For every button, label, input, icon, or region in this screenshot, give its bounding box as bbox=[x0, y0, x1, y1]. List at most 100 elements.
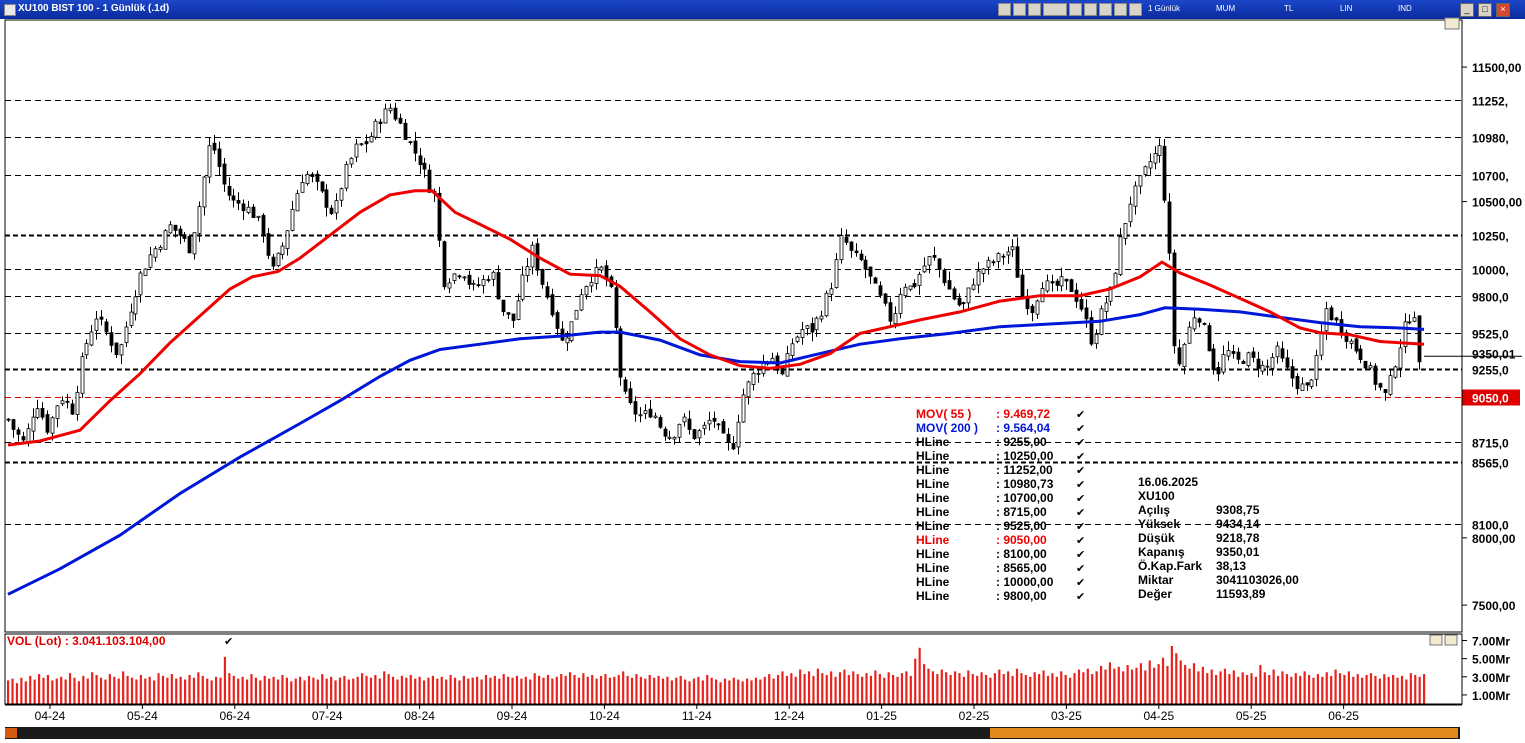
volume-bar bbox=[1042, 670, 1045, 704]
candle-body bbox=[202, 176, 207, 208]
volume-bar bbox=[1338, 673, 1342, 704]
candle-body bbox=[1162, 145, 1167, 201]
candle-body bbox=[148, 254, 153, 268]
volume-bar bbox=[1405, 679, 1408, 704]
volume-bar bbox=[604, 674, 607, 704]
volume-bar bbox=[1197, 671, 1200, 704]
candle-body bbox=[231, 195, 236, 201]
candle-body bbox=[1260, 364, 1265, 372]
volume-bar bbox=[108, 674, 111, 704]
app-icon bbox=[4, 4, 16, 16]
volume-bar bbox=[1223, 668, 1227, 704]
scale-selector[interactable]: LIN bbox=[1340, 4, 1353, 13]
currency-selector[interactable]: TL bbox=[1284, 4, 1294, 13]
candle-body bbox=[697, 430, 702, 439]
scrollbar-thumb[interactable] bbox=[990, 728, 1458, 738]
tool-icon[interactable] bbox=[1013, 3, 1026, 16]
candle-body bbox=[11, 419, 16, 430]
candle-body bbox=[1314, 355, 1319, 380]
volume-bar bbox=[245, 679, 249, 704]
volume-bar bbox=[33, 679, 36, 704]
legend-label: HLine bbox=[916, 575, 950, 589]
candle-body bbox=[452, 273, 457, 281]
legend-label: HLine bbox=[916, 533, 950, 547]
volume-bar bbox=[613, 676, 616, 704]
tool-icon[interactable] bbox=[1069, 3, 1082, 16]
pane-close-icon[interactable] bbox=[1444, 634, 1458, 646]
tool-icon[interactable] bbox=[1129, 3, 1142, 16]
volume-bar bbox=[1241, 672, 1244, 704]
volume-bar bbox=[99, 677, 103, 704]
volume-bar bbox=[940, 669, 943, 704]
volume-bar bbox=[418, 676, 421, 704]
volume-bar bbox=[710, 677, 713, 704]
candle-body bbox=[506, 312, 511, 315]
vol-y-tick-label: 5.00Mr bbox=[1472, 653, 1510, 667]
chart-type-selector[interactable]: MUM bbox=[1216, 4, 1236, 13]
hline-label: 10980, bbox=[1472, 132, 1509, 146]
candle-body bbox=[373, 120, 378, 138]
volume-bar bbox=[1060, 671, 1063, 704]
volume-bar bbox=[219, 677, 222, 704]
candle-body bbox=[1388, 375, 1393, 395]
volume-bar bbox=[276, 679, 280, 704]
tool-icon[interactable] bbox=[1114, 3, 1127, 16]
candle-body bbox=[971, 284, 976, 290]
volume-bar bbox=[1139, 663, 1142, 704]
scroll-left-button[interactable] bbox=[5, 728, 17, 738]
volume-bar bbox=[998, 669, 1001, 704]
volume-bar bbox=[1082, 672, 1085, 704]
tool-icon[interactable] bbox=[1028, 3, 1041, 16]
legend-label: HLine bbox=[916, 435, 950, 449]
candle-body bbox=[305, 173, 310, 185]
candle-body bbox=[1050, 281, 1055, 284]
volume-bar bbox=[586, 676, 589, 704]
vol-y-tick-label: 7.00Mr bbox=[1472, 635, 1510, 649]
candle-body bbox=[672, 436, 677, 440]
pane-settings-icon[interactable] bbox=[1429, 634, 1443, 646]
candle-body bbox=[520, 274, 525, 300]
volume-bar bbox=[15, 683, 19, 704]
candle-body bbox=[1118, 236, 1123, 275]
pane-lock-icon[interactable] bbox=[1444, 17, 1460, 30]
volume-bar bbox=[1281, 671, 1284, 704]
hline-label: 11252, bbox=[1472, 95, 1508, 109]
volume-bar bbox=[161, 675, 165, 704]
candle-body bbox=[222, 163, 227, 185]
volume-bar bbox=[599, 675, 603, 704]
legend-check-icon: ✔ bbox=[1076, 521, 1085, 533]
volume-bar bbox=[1378, 678, 1381, 704]
volume-bar bbox=[1108, 662, 1112, 704]
mode-selector[interactable]: IND bbox=[1398, 4, 1412, 13]
volume-bar bbox=[250, 674, 253, 704]
tool-icon[interactable] bbox=[998, 3, 1011, 16]
volume-bar bbox=[670, 680, 673, 704]
candle-body bbox=[702, 424, 707, 430]
volume-bar bbox=[1356, 674, 1359, 704]
tool-icon[interactable] bbox=[1099, 3, 1112, 16]
candle-body bbox=[344, 163, 349, 189]
volume-bar bbox=[42, 677, 45, 704]
minimize-button[interactable]: _ bbox=[1460, 3, 1474, 17]
volume-bar bbox=[387, 674, 390, 704]
x-tick-label: 03-25 bbox=[1051, 709, 1082, 723]
maximize-button[interactable]: □ bbox=[1478, 3, 1492, 17]
close-button[interactable]: × bbox=[1496, 3, 1510, 17]
volume-bar bbox=[1038, 674, 1041, 704]
tool-icon[interactable] bbox=[1084, 3, 1097, 16]
candle-body bbox=[1192, 317, 1197, 330]
volume-bar bbox=[989, 677, 992, 704]
candle-body bbox=[427, 169, 432, 193]
candle-body bbox=[1305, 382, 1310, 386]
info-label: Değer bbox=[1138, 587, 1172, 601]
candle-body bbox=[1084, 307, 1089, 320]
period-selector[interactable]: 1 Günlük bbox=[1148, 4, 1181, 13]
x-tick-label: 05-25 bbox=[1236, 709, 1267, 723]
legend-value: : 8715,00 bbox=[996, 505, 1047, 519]
tool-icon[interactable] bbox=[1043, 3, 1067, 16]
volume-bar bbox=[1414, 674, 1417, 704]
info-value: 9350,01 bbox=[1216, 545, 1260, 559]
candle-body bbox=[320, 181, 325, 192]
candle-body bbox=[173, 224, 178, 231]
candle-body bbox=[119, 344, 124, 356]
